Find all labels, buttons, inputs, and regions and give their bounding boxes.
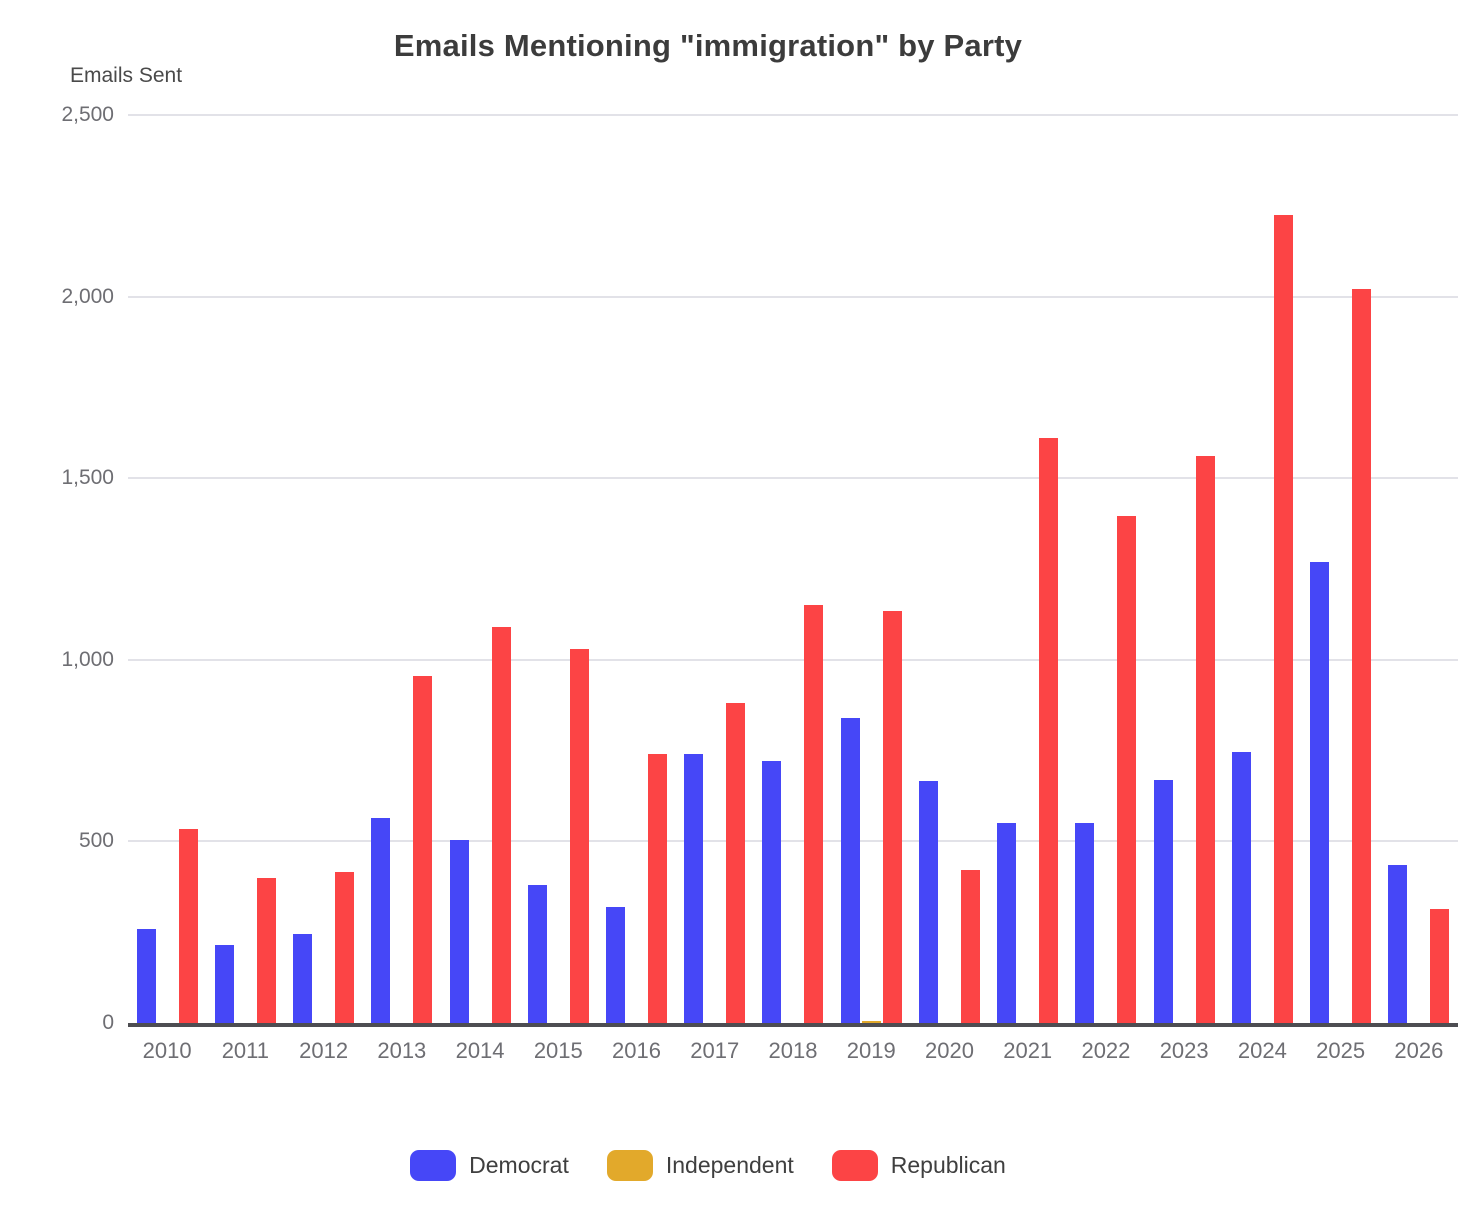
x-tick-label-2021: 2021 [1003, 1038, 1053, 1063]
x-tick-label-2010: 2010 [142, 1038, 192, 1063]
bar-democrat-2025[interactable] [1310, 562, 1330, 1023]
bar-republican-2013[interactable] [413, 676, 433, 1023]
legend-label-independent: Independent [665, 1152, 794, 1178]
x-tick-label-2012: 2012 [299, 1038, 349, 1063]
y-tick-label-1000: 1,000 [61, 647, 114, 671]
bar-republican-2018[interactable] [804, 605, 824, 1023]
x-tick-label-2015: 2015 [533, 1038, 583, 1063]
bar-democrat-2015[interactable] [527, 885, 547, 1023]
bar-republican-2023[interactable] [1195, 456, 1215, 1023]
bar-independent-2019[interactable] [861, 1021, 881, 1023]
x-tick-label-2017: 2017 [690, 1038, 740, 1063]
bar-republican-2015[interactable] [569, 649, 589, 1023]
bar-democrat-2022[interactable] [1075, 823, 1095, 1023]
x-tick-label-2011: 2011 [221, 1038, 269, 1063]
x-tick-label-2014: 2014 [455, 1038, 505, 1063]
y-tick-label-2000: 2,000 [61, 284, 114, 308]
bar-democrat-2013[interactable] [371, 818, 391, 1023]
x-tick-label-2013: 2013 [377, 1038, 427, 1063]
y-axis-tick-labels: 0 500 1,000 1,500 2,000 2,500 [0, 103, 114, 1034]
x-tick-label-2023: 2023 [1159, 1038, 1209, 1063]
bar-democrat-2017[interactable] [684, 754, 704, 1023]
legend: Democrat Independent Republican [0, 1150, 1416, 1181]
y-axis-title: Emails Sent [70, 64, 183, 87]
bar-republican-2025[interactable] [1352, 289, 1372, 1023]
bar-republican-2020[interactable] [960, 870, 980, 1023]
y-tick-label-0: 0 [102, 1011, 114, 1034]
x-tick-label-2024: 2024 [1237, 1038, 1287, 1063]
bar-group-2014 [441, 115, 519, 1023]
bar-democrat-2020[interactable] [918, 781, 938, 1023]
bar-democrat-2024[interactable] [1231, 752, 1251, 1023]
bar-republican-2026[interactable] [1430, 909, 1450, 1023]
bar-group-2010 [128, 115, 206, 1023]
bar-group-2024 [1223, 115, 1301, 1023]
bar-democrat-2026[interactable] [1388, 865, 1408, 1023]
gridline-1500 [128, 477, 1458, 480]
bar-democrat-2018[interactable] [762, 761, 782, 1023]
gridline-1000 [128, 658, 1458, 661]
bar-republican-2010[interactable] [178, 829, 198, 1023]
bar-group-2015 [519, 115, 597, 1023]
bar-group-2012 [284, 115, 362, 1023]
legend-item-republican[interactable]: Republican [831, 1150, 1006, 1181]
bar-democrat-2021[interactable] [997, 823, 1017, 1023]
plot-area [128, 114, 1458, 1023]
legend-label-democrat: Democrat [469, 1152, 569, 1178]
bar-republican-2024[interactable] [1273, 215, 1293, 1023]
x-axis-tick-labels: 2010 2011 2012 2013 2014 2015 2016 2017 2018 2019… [128, 1038, 1458, 1064]
legend-label-republican: Republican [890, 1152, 1006, 1178]
y-tick-label-2500: 2,500 [61, 103, 114, 126]
bar-republican-2021[interactable] [1039, 438, 1059, 1023]
chart-title: Emails Mentioning "immigration" by Party [393, 28, 1023, 63]
x-tick-label-2026: 2026 [1394, 1038, 1444, 1063]
bars-row [128, 115, 1458, 1023]
x-tick-label-2025: 2025 [1316, 1038, 1366, 1063]
legend-item-democrat[interactable]: Democrat [410, 1150, 569, 1181]
bar-republican-2019[interactable] [882, 611, 902, 1023]
bar-group-2016 [597, 115, 675, 1023]
bar-democrat-2011[interactable] [214, 945, 234, 1023]
bar-group-2017 [676, 115, 754, 1023]
x-axis-line [128, 1023, 1458, 1027]
bar-democrat-2016[interactable] [606, 907, 626, 1023]
gridline-500 [128, 840, 1458, 843]
bar-republican-2014[interactable] [491, 627, 511, 1023]
bar-democrat-2019[interactable] [840, 718, 860, 1023]
bar-republican-2011[interactable] [256, 878, 276, 1023]
bar-group-2023 [1145, 115, 1223, 1023]
x-tick-label-2019: 2019 [846, 1038, 896, 1063]
x-tick-label-2016: 2016 [612, 1038, 661, 1063]
bar-democrat-2014[interactable] [449, 840, 469, 1023]
bar-group-2018 [754, 115, 832, 1023]
y-tick-label-1500: 1,500 [61, 466, 114, 490]
gridline-2500 [128, 114, 1458, 116]
x-tick-label-2018: 2018 [768, 1038, 818, 1063]
bar-democrat-2010[interactable] [136, 929, 156, 1023]
bar-republican-2016[interactable] [648, 754, 668, 1023]
bar-republican-2012[interactable] [335, 872, 355, 1023]
bar-group-2021 [989, 115, 1067, 1023]
bar-group-2019 [832, 115, 910, 1023]
bar-group-2026 [1380, 115, 1458, 1023]
bar-democrat-2012[interactable] [293, 934, 313, 1023]
x-tick-label-2022: 2022 [1081, 1038, 1131, 1063]
gridline-2000 [128, 295, 1458, 298]
bar-republican-2022[interactable] [1117, 516, 1137, 1023]
legend-swatch-independent [606, 1150, 653, 1181]
legend-item-independent[interactable]: Independent [606, 1150, 794, 1181]
bar-group-2022 [1067, 115, 1145, 1023]
y-tick-label-500: 500 [78, 829, 114, 853]
x-tick-label-2020: 2020 [924, 1038, 974, 1063]
bar-group-2013 [363, 115, 441, 1023]
bar-democrat-2023[interactable] [1153, 780, 1173, 1023]
bar-group-2011 [206, 115, 284, 1023]
bar-group-2020 [910, 115, 988, 1023]
legend-swatch-democrat [410, 1150, 457, 1181]
bar-group-2025 [1302, 115, 1380, 1023]
legend-swatch-republican [831, 1150, 878, 1181]
bar-republican-2017[interactable] [726, 703, 746, 1023]
